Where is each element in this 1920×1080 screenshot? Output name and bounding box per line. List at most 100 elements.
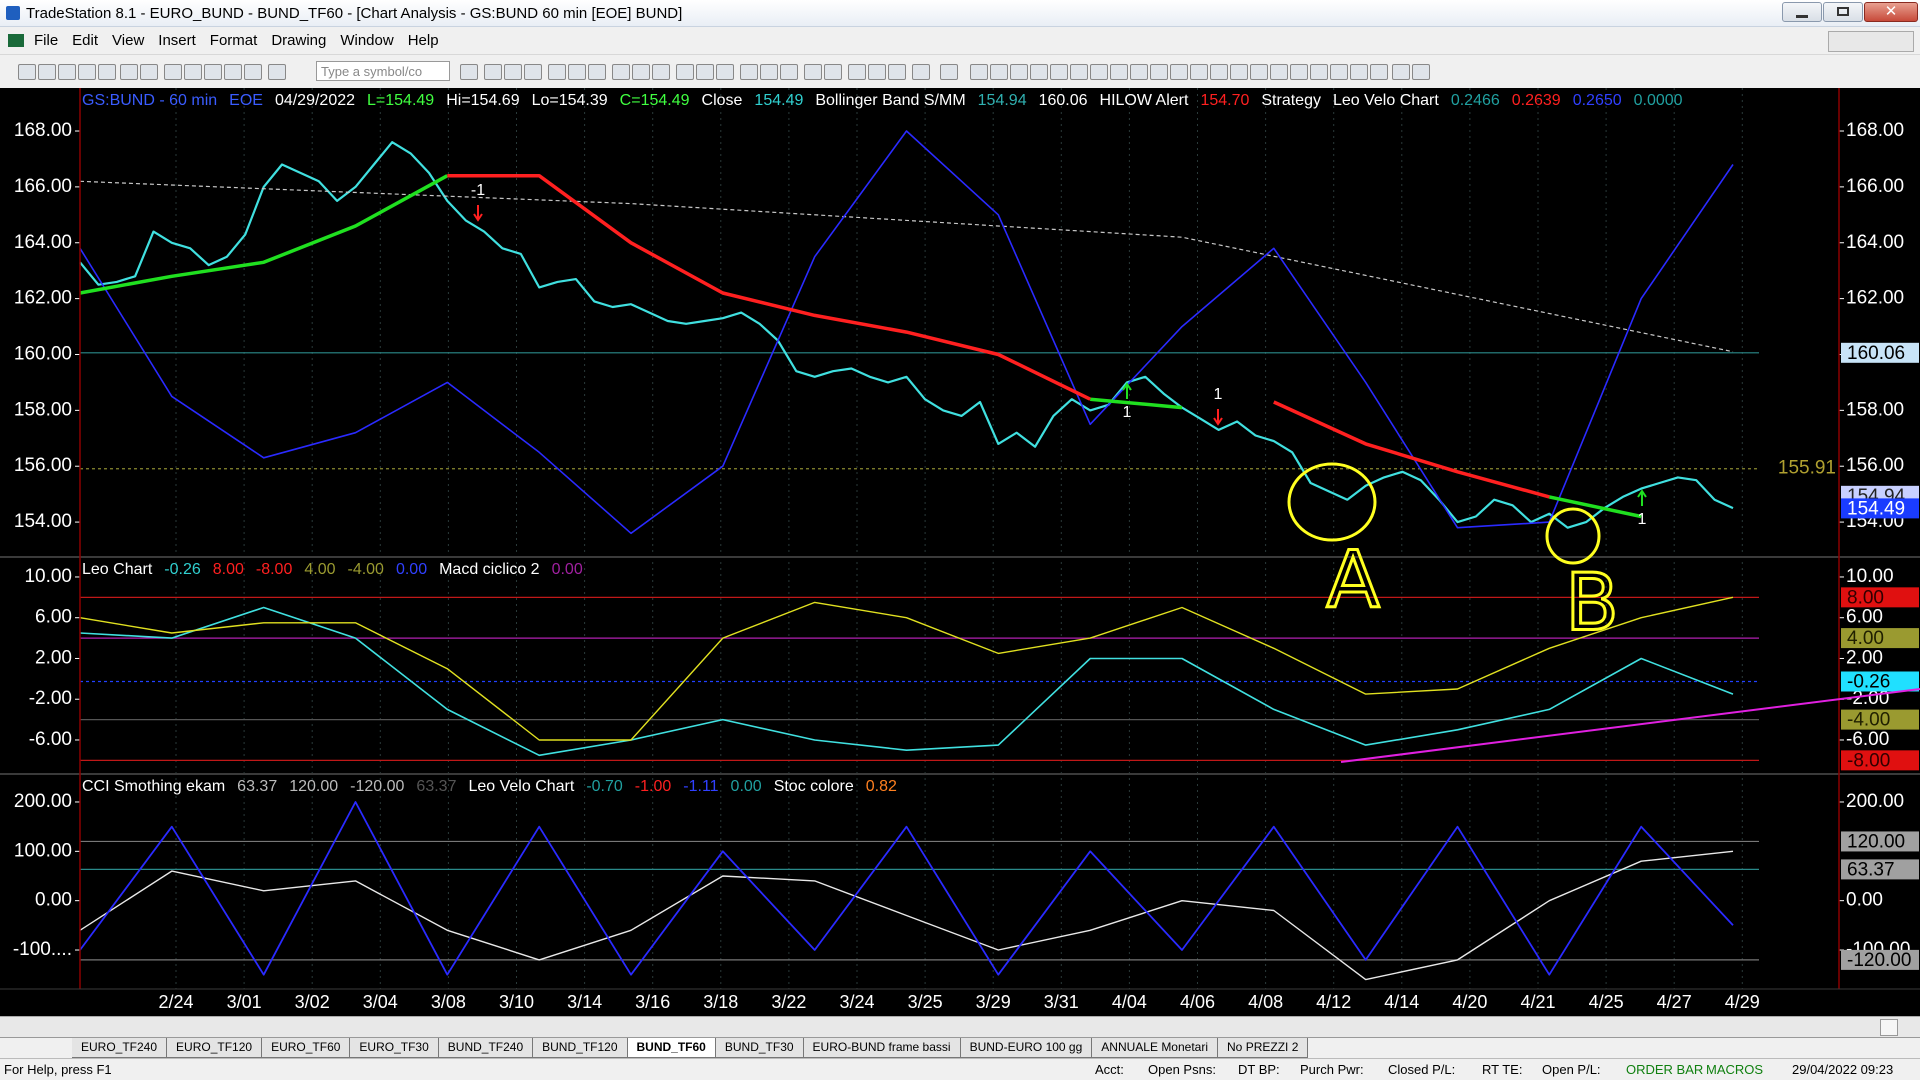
- toolbar-button[interactable]: [268, 64, 286, 80]
- symbol-input[interactable]: Type a symbol/co: [316, 61, 450, 81]
- toolbar-button[interactable]: [1170, 64, 1188, 80]
- toolbar-button[interactable]: [1130, 64, 1148, 80]
- toolbar-button[interactable]: [1210, 64, 1228, 80]
- tab[interactable]: No PREZZI 2: [1218, 1038, 1309, 1058]
- mdi-buttons[interactable]: [1828, 31, 1914, 52]
- maximize-button[interactable]: [1823, 2, 1863, 22]
- toolbar-button[interactable]: [244, 64, 262, 80]
- toolbar-button[interactable]: [868, 64, 886, 80]
- toolbar-button[interactable]: [484, 64, 502, 80]
- tab[interactable]: EURO_TF120: [167, 1038, 263, 1058]
- toolbar-button[interactable]: [1150, 64, 1168, 80]
- toolbar-button[interactable]: [1370, 64, 1388, 80]
- toolbar-button[interactable]: [970, 64, 988, 80]
- toolbar-button[interactable]: [184, 64, 202, 80]
- close-button[interactable]: ✕: [1864, 2, 1918, 22]
- toolbar-button[interactable]: [760, 64, 778, 80]
- tab[interactable]: EURO-BUND frame bassi: [803, 1038, 961, 1058]
- toolbar-button[interactable]: [1392, 64, 1410, 80]
- toolbar-button[interactable]: [524, 64, 542, 80]
- toolbar-button[interactable]: [1290, 64, 1308, 80]
- toolbar-button[interactable]: [588, 64, 606, 80]
- toolbar-button[interactable]: [1090, 64, 1108, 80]
- toolbar-button[interactable]: [18, 64, 36, 80]
- toolbar-button[interactable]: [1310, 64, 1328, 80]
- toolbar-button[interactable]: [696, 64, 714, 80]
- x-tick-label: 3/24: [839, 992, 874, 1012]
- toolbar-button[interactable]: [1250, 64, 1268, 80]
- toolbar-button[interactable]: [848, 64, 866, 80]
- header-item: 0.2466: [1451, 92, 1500, 109]
- x-tick-label: 4/06: [1180, 992, 1215, 1012]
- tab[interactable]: EURO_TF60: [262, 1038, 351, 1058]
- toolbar-button[interactable]: [1330, 64, 1348, 80]
- toolbar-button[interactable]: [38, 64, 56, 80]
- menu-item[interactable]: Drawing: [271, 32, 327, 49]
- menu-item[interactable]: Format: [209, 32, 258, 49]
- toolbar-button[interactable]: [460, 64, 478, 80]
- y-tick-label: -100....: [13, 939, 72, 960]
- menu-item[interactable]: File: [34, 32, 59, 49]
- toolbar-button[interactable]: [1010, 64, 1028, 80]
- toolbar-button[interactable]: [716, 64, 734, 80]
- menu-item[interactable]: Help: [407, 32, 439, 49]
- toolbar-button[interactable]: [164, 64, 182, 80]
- minimize-button[interactable]: [1782, 2, 1822, 22]
- tab[interactable]: EURO_TF30: [350, 1038, 439, 1058]
- toolbar-button[interactable]: [1030, 64, 1048, 80]
- y-tick-label: 6.00: [35, 607, 72, 628]
- toolbar-button[interactable]: [1412, 64, 1430, 80]
- menu-item[interactable]: Window: [340, 32, 394, 49]
- toolbar-button[interactable]: [912, 64, 930, 80]
- y-tick-label-right: 156.00: [1846, 455, 1904, 476]
- toolbar-button[interactable]: [568, 64, 586, 80]
- toolbar-button[interactable]: [1050, 64, 1068, 80]
- tab[interactable]: BUND_TF120: [533, 1038, 628, 1058]
- price-flag-label: 120.00: [1847, 831, 1905, 852]
- toolbar-button[interactable]: [824, 64, 842, 80]
- toolbar-button[interactable]: [990, 64, 1008, 80]
- toolbar-button[interactable]: [204, 64, 222, 80]
- toolbar-button[interactable]: [612, 64, 630, 80]
- toolbar-button[interactable]: [1070, 64, 1088, 80]
- toolbar-button[interactable]: [804, 64, 822, 80]
- toolbar-button[interactable]: [888, 64, 906, 80]
- toolbar-button[interactable]: [652, 64, 670, 80]
- tab[interactable]: BUND_TF240: [438, 1038, 534, 1058]
- app-icon: [6, 6, 20, 20]
- menu-item[interactable]: View: [112, 32, 145, 49]
- horizontal-scrollbar[interactable]: [0, 1016, 1920, 1037]
- price-flag-label: -8.00: [1847, 750, 1890, 771]
- menu-item[interactable]: Edit: [72, 32, 99, 49]
- toolbar-button[interactable]: [78, 64, 96, 80]
- tab[interactable]: EURO_TF240: [72, 1038, 168, 1058]
- x-tick-label: 4/14: [1384, 992, 1419, 1012]
- toolbar-button[interactable]: [224, 64, 242, 80]
- y-tick-label-right: 6.00: [1846, 607, 1883, 628]
- toolbar-button[interactable]: [1270, 64, 1288, 80]
- tab[interactable]: BUND_TF30: [715, 1038, 804, 1058]
- toolbar-button[interactable]: [780, 64, 798, 80]
- toolbar-button[interactable]: [1110, 64, 1128, 80]
- y-tick-label: 0.00: [35, 890, 72, 911]
- toolbar-button[interactable]: [58, 64, 76, 80]
- tab[interactable]: BUND_TF60: [627, 1038, 716, 1058]
- toolbar-button[interactable]: [98, 64, 116, 80]
- toolbar-button[interactable]: [676, 64, 694, 80]
- toolbar-button[interactable]: [632, 64, 650, 80]
- tab[interactable]: BUND-EURO 100 gg: [960, 1038, 1093, 1058]
- toolbar-button[interactable]: [1230, 64, 1248, 80]
- menu-item[interactable]: Insert: [158, 32, 196, 49]
- toolbar-button[interactable]: [740, 64, 758, 80]
- price-flag-label: 8.00: [1847, 587, 1884, 608]
- tab[interactable]: ANNUALE Monetari: [1092, 1038, 1219, 1058]
- toolbar-button[interactable]: [548, 64, 566, 80]
- toolbar-button[interactable]: [140, 64, 158, 80]
- header-item: Leo Velo Chart: [1333, 92, 1439, 109]
- toolbar-button[interactable]: [1190, 64, 1208, 80]
- toolbar-button[interactable]: [940, 64, 958, 80]
- toolbar-button[interactable]: [1350, 64, 1368, 80]
- toolbar-button[interactable]: [504, 64, 522, 80]
- toolbar-button[interactable]: [120, 64, 138, 80]
- series-line: [79, 801, 1734, 976]
